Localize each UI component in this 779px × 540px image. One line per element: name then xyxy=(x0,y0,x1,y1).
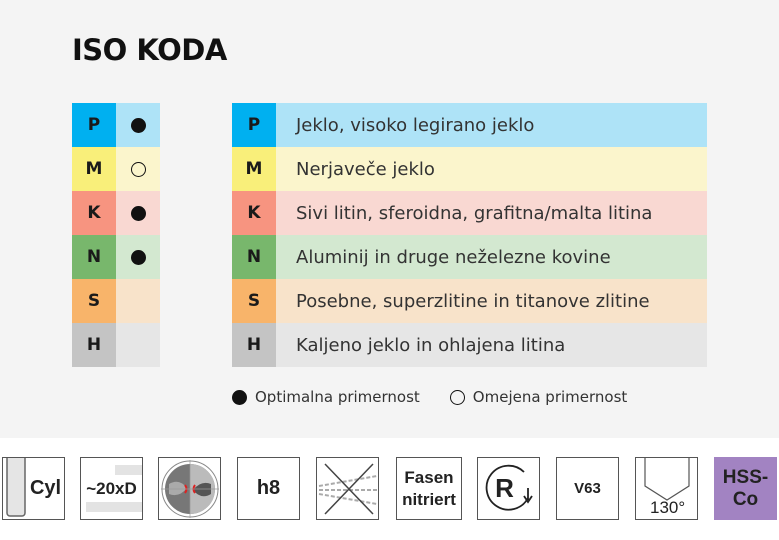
iso-code: H xyxy=(72,323,116,367)
suitability-cell xyxy=(116,279,160,323)
cylindrical-shank-icon: Cyl xyxy=(2,457,65,520)
suitability-row: H xyxy=(72,323,160,367)
iso-code: K xyxy=(232,191,276,235)
iso-code: M xyxy=(72,147,116,191)
open-dot-icon xyxy=(449,389,465,405)
suitability-cell xyxy=(116,103,160,147)
suitability-row: P xyxy=(72,103,160,147)
iso-code: S xyxy=(72,279,116,323)
iso-code: M xyxy=(232,147,276,191)
iso-code: P xyxy=(232,103,276,147)
suitability-row: K xyxy=(72,191,160,235)
suitability-cell xyxy=(116,323,160,367)
property-icons: Cyl ~20xD h8 Fasen nitriert R V63 130° H… xyxy=(0,457,779,522)
material-row: H Kaljeno jeklo in ohlajena litina xyxy=(232,323,707,367)
suitability-cell xyxy=(116,147,160,191)
iso-code: S xyxy=(232,279,276,323)
material-description: Nerjaveče jeklo xyxy=(276,147,707,191)
standard-icon: V63 xyxy=(556,457,619,520)
iso-code: H xyxy=(232,323,276,367)
material-icon: HSS- Co xyxy=(714,457,777,520)
suitability-cell xyxy=(116,191,160,235)
suitability-cell xyxy=(116,235,160,279)
point-angle-icon: 130° xyxy=(635,457,698,520)
material-row: K Sivi litin, sferoidna, grafitna/malta l… xyxy=(232,191,707,235)
material-table: P Jeklo, visoko legirano jeklo M Nerjaveče … xyxy=(232,103,707,367)
material-description: Aluminij in druge neželezne kovine xyxy=(276,235,707,279)
iso-code: N xyxy=(72,235,116,279)
material-description: Posebne, superzlitine in titanove zlitin… xyxy=(276,279,707,323)
cross-section-icon xyxy=(158,457,221,520)
filled-dot-icon xyxy=(130,205,146,221)
right-hand-cutting-icon: R xyxy=(477,457,540,520)
material-row: N Aluminij in druge neželezne kovine xyxy=(232,235,707,279)
filled-dot-icon xyxy=(130,117,146,133)
material-row: P Jeklo, visoko legirano jeklo xyxy=(232,103,707,147)
material-description: Jeklo, visoko legirano jeklo xyxy=(276,103,707,147)
material-row: M Nerjaveče jeklo xyxy=(232,147,707,191)
iso-code: N xyxy=(232,235,276,279)
suitability-row: M xyxy=(72,147,160,191)
material-description: Sivi litin, sferoidna, grafitna/malta li… xyxy=(276,191,707,235)
iso-code: P xyxy=(72,103,116,147)
page-title: ISO KODA xyxy=(72,33,227,67)
legend-optimal: Optimalna primernost xyxy=(255,388,420,406)
legend: Optimalna primernost Omejena primernost xyxy=(232,388,627,406)
filled-dot-icon xyxy=(232,389,247,405)
material-description: Kaljeno jeklo in ohlajena litina xyxy=(276,323,707,367)
open-dot-icon xyxy=(130,161,146,177)
material-row: S Posebne, superzlitine in titanove zliti… xyxy=(232,279,707,323)
tolerance-icon: h8 xyxy=(237,457,300,520)
no-coolant-icon xyxy=(316,457,379,520)
iso-code: K xyxy=(72,191,116,235)
coating-icon: Fasen nitriert xyxy=(396,457,462,520)
suitability-row: N xyxy=(72,235,160,279)
legend-limited: Omejena primernost xyxy=(472,388,628,406)
suitability-row: S xyxy=(72,279,160,323)
filled-dot-icon xyxy=(130,249,146,265)
length-icon: ~20xD xyxy=(80,457,143,520)
